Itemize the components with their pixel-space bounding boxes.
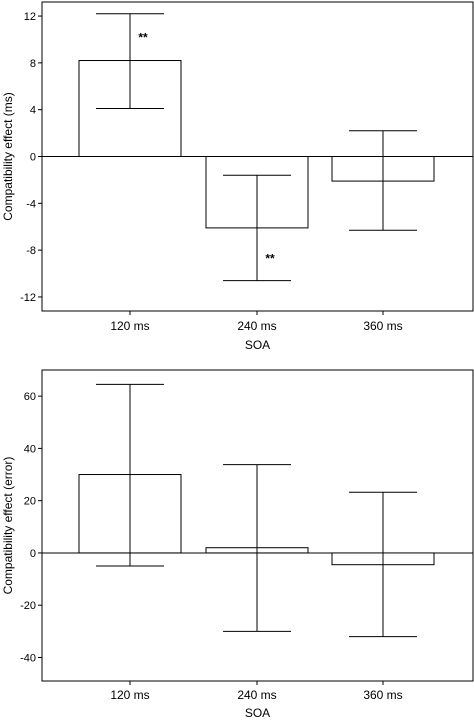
significance-marker: ** [265, 252, 275, 266]
x-axis-label: SOA [245, 338, 270, 352]
y-tick-label: 12 [24, 11, 36, 23]
y-tick-label: 4 [30, 105, 36, 117]
y-tick-label: 60 [24, 391, 36, 403]
x-tick-label: 120 ms [110, 688, 149, 702]
y-tick-label: 40 [24, 443, 36, 455]
chart-panel-1: -12 -8 -4 0 4 8 12 120 ms 240 ms 360 ms ** ** SOA Com… [1, 1, 474, 352]
y-tick-label: -40 [20, 652, 36, 664]
x-tick-label: 240 ms [237, 319, 276, 333]
x-tick-label: 360 ms [363, 688, 402, 702]
y-tick-label: 8 [30, 58, 36, 70]
x-tick-label: 240 ms [237, 688, 276, 702]
y-axis-label: Compatibility effect (error) [1, 457, 15, 595]
x-axis-label: SOA [245, 706, 270, 720]
y-tick-label: -20 [20, 600, 36, 612]
y-tick-label: 0 [30, 152, 36, 164]
chart-panel-2: -40 -20 0 20 40 60 120 ms 240 ms 360 ms SOA Compat… [1, 369, 474, 720]
y-tick-label: -4 [26, 198, 36, 210]
significance-marker: ** [138, 31, 148, 45]
y-tick-label: -8 [26, 245, 36, 257]
y-axis-label: Compatibility effect (ms) [1, 92, 15, 220]
y-tick-label: 20 [24, 496, 36, 508]
x-tick-label: 360 ms [363, 319, 402, 333]
x-tick-label: 120 ms [110, 319, 149, 333]
y-tick-label: 0 [30, 548, 36, 560]
y-tick-label: -12 [20, 292, 36, 304]
